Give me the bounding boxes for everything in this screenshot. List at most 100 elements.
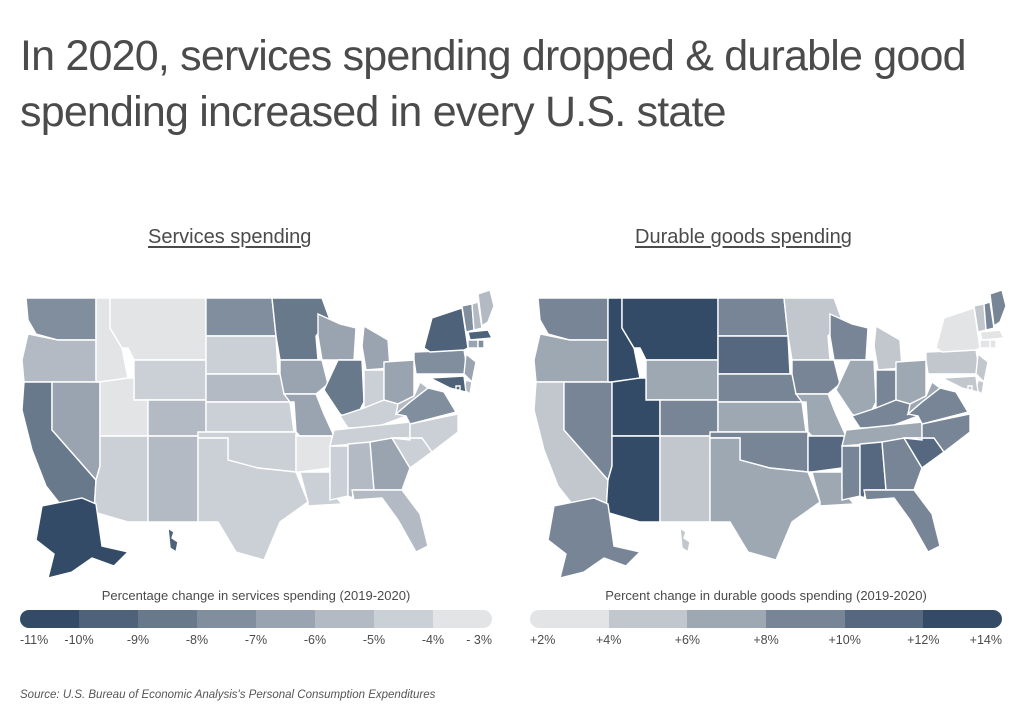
- state-wy: [133, 359, 207, 401]
- state-wi: [829, 312, 869, 361]
- state-pa: [925, 349, 981, 375]
- legend-swatch-0: [20, 610, 79, 628]
- state-nh: [983, 301, 995, 331]
- state-me: [477, 290, 494, 328]
- state-nm: [659, 435, 711, 523]
- legend-swatch-4: [844, 610, 924, 628]
- legend-tick-label: +14%: [969, 633, 1002, 647]
- state-ak: [35, 497, 130, 579]
- state-nd: [717, 297, 789, 337]
- state-hi: [679, 526, 691, 554]
- legend-tick-label: +6%: [674, 633, 701, 647]
- legend-swatch-2: [138, 610, 197, 628]
- state-nc: [903, 413, 971, 453]
- state-ne: [205, 373, 291, 403]
- legend-tick-label: -8%: [185, 633, 209, 647]
- page-title: In 2020, services spending dropped & dur…: [20, 32, 967, 136]
- durable-goods-spending-map: [533, 290, 1006, 579]
- state-mn: [271, 297, 331, 361]
- legend-swatch-5: [315, 610, 374, 628]
- state-ny: [423, 307, 469, 353]
- state-nm: [147, 435, 199, 523]
- state-ma: [979, 329, 1006, 341]
- legend-swatch-5: [923, 610, 1002, 628]
- state-or: [533, 333, 609, 383]
- state-az: [605, 435, 661, 523]
- legend-tick-label: +10%: [828, 633, 861, 647]
- legend-swatch-3: [766, 610, 845, 628]
- legend-swatch-2: [687, 610, 767, 628]
- legend-tick-label: +2%: [530, 633, 556, 647]
- state-nj: [975, 352, 989, 384]
- state-ak: [547, 497, 642, 579]
- state-ne: [717, 373, 803, 403]
- state-mt: [621, 297, 719, 361]
- state-ct: [979, 339, 991, 349]
- source-note: Source: U.S. Bureau of Economic Analysis…: [20, 689, 436, 701]
- state-ks: [205, 401, 295, 433]
- state-nc: [391, 413, 459, 453]
- legend-swatch-4: [256, 610, 315, 628]
- state-mn: [783, 297, 843, 361]
- state-co: [147, 399, 207, 437]
- state-wv: [394, 380, 430, 416]
- services-map-title: Services spending: [148, 226, 312, 248]
- legend-tick-label: +12%: [907, 633, 940, 647]
- legend-tick-label: -6%: [303, 633, 327, 647]
- legend-swatch-6: [374, 610, 433, 628]
- legend-tick-label: -9%: [126, 633, 150, 647]
- state-ma: [467, 329, 494, 341]
- services-spending-map: [21, 290, 494, 579]
- durable-legend-bar: [530, 610, 1002, 628]
- state-oh: [383, 359, 415, 405]
- state-ms: [841, 445, 861, 501]
- state-co: [659, 399, 719, 437]
- state-ga: [881, 437, 923, 491]
- services-legend-ticks: -11% -10% -9% -8% -7% -6% -5% -4% - 3%: [20, 633, 492, 653]
- state-mt: [109, 297, 207, 361]
- legend-tick-label: -7%: [244, 633, 268, 647]
- state-ny: [935, 307, 981, 353]
- state-wa: [537, 297, 609, 341]
- state-dc: [455, 385, 461, 391]
- state-wv: [906, 380, 942, 416]
- state-or: [21, 333, 97, 383]
- durable-legend: Percent change in durable goods spending…: [530, 588, 1002, 653]
- state-ri: [477, 339, 485, 349]
- state-ia: [791, 359, 841, 395]
- legend-tick-label: -5%: [362, 633, 386, 647]
- state-dc: [967, 385, 973, 391]
- state-ct: [467, 339, 479, 349]
- state-oh: [895, 359, 927, 405]
- legend-tick-label: - 3%: [466, 633, 492, 647]
- durable-legend-title: Percent change in durable goods spending…: [605, 588, 927, 603]
- legend-tick-label: -11%: [20, 633, 49, 647]
- legend-swatch-1: [79, 610, 138, 628]
- services-legend: Percentage change in services spending (…: [20, 588, 492, 653]
- state-tx: [709, 437, 821, 561]
- state-az: [93, 435, 149, 523]
- state-ri: [989, 339, 997, 349]
- state-ms: [329, 445, 349, 501]
- legend-swatch-7: [433, 610, 492, 628]
- state-nj: [463, 352, 477, 384]
- state-ar: [295, 435, 335, 473]
- legend-tick-label: +8%: [753, 633, 779, 647]
- services-legend-title: Percentage change in services spending (…: [101, 588, 411, 603]
- legend-swatch-3: [197, 610, 256, 628]
- state-nd: [205, 297, 277, 337]
- legend-swatch-1: [608, 610, 688, 628]
- state-wy: [645, 359, 719, 401]
- legend-tick-label: -10%: [64, 633, 94, 647]
- state-wi: [317, 312, 357, 361]
- services-legend-bar: [20, 610, 492, 628]
- state-mi: [873, 324, 903, 371]
- state-hi: [167, 526, 179, 554]
- state-ia: [279, 359, 329, 395]
- legend-tick-label: +4%: [595, 633, 622, 647]
- state-nh: [471, 301, 483, 331]
- state-pa: [413, 349, 469, 375]
- state-fl: [351, 489, 429, 553]
- legend-swatch-0: [530, 610, 609, 628]
- state-mi: [361, 324, 391, 371]
